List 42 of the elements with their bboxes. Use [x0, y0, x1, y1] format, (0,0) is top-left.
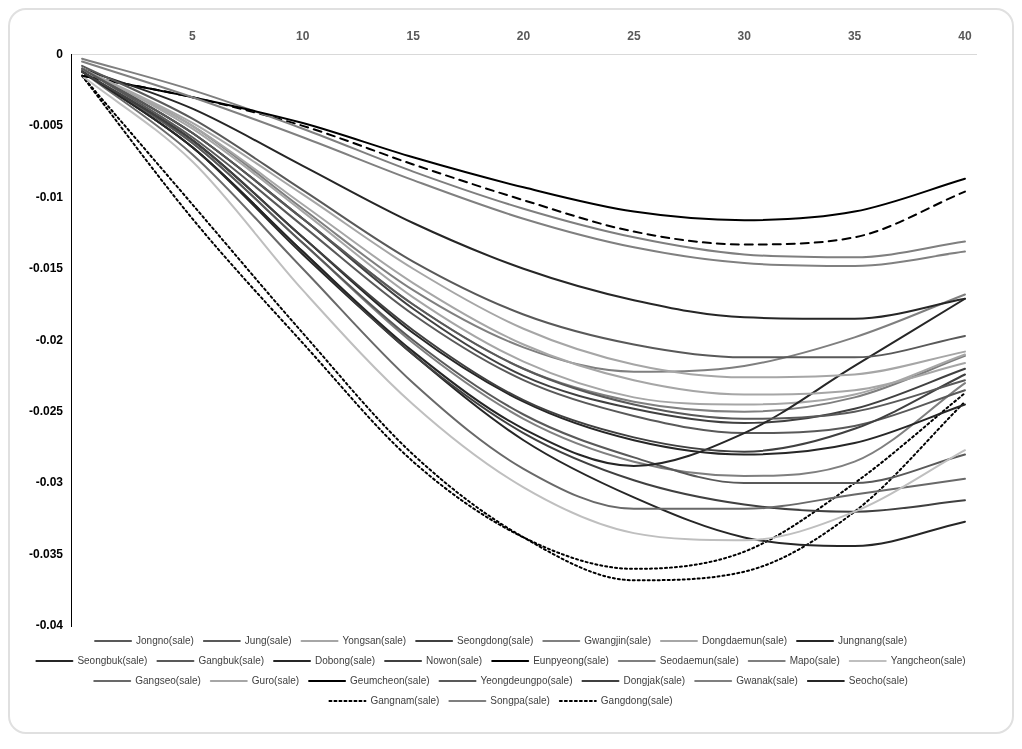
legend-label: Dongjak(sale)	[623, 674, 686, 686]
legend-label: Nowon(sale)	[426, 654, 483, 666]
legend-label: Gwanak(sale)	[736, 674, 798, 686]
x-tick-label: 20	[516, 28, 531, 43]
legend-label: Dobong(sale)	[315, 654, 376, 666]
legend-label: Gangseo(sale)	[135, 674, 201, 686]
y-tick-label: -0.025	[28, 403, 64, 418]
y-tick-label: -0.005	[28, 118, 64, 133]
x-tick-label: 5	[189, 28, 197, 43]
legend-label: Seodaemun(sale)	[659, 654, 739, 666]
legend-label: Gangbuk(sale)	[198, 654, 265, 666]
legend-label: Yangcheon(sale)	[890, 654, 966, 666]
x-tick-label: 35	[847, 28, 862, 43]
x-tick-label: 15	[406, 28, 421, 43]
legend-label: Dongdaemun(sale)	[701, 634, 788, 646]
legend-label: Jung(sale)	[244, 634, 292, 646]
legend-label: Guro(sale)	[251, 674, 300, 686]
legend-label: Jungnang(sale)	[838, 634, 907, 646]
y-tick-label: -0.02	[35, 332, 64, 347]
legend-label: Geumcheon(sale)	[350, 674, 430, 686]
legend-label: Yongsan(sale)	[342, 634, 407, 646]
x-tick-label: 40	[958, 28, 972, 43]
y-tick-label: -0.01	[35, 189, 64, 204]
legend-label: Songpa(sale)	[490, 694, 550, 706]
x-tick-label: 30	[737, 28, 752, 43]
legend-label: Gangnam(sale)	[370, 694, 440, 706]
legend-label: Seongdong(sale)	[457, 634, 534, 646]
legend-label: Gwangjin(sale)	[584, 634, 651, 646]
legend-label: Eunpyeong(sale)	[533, 654, 609, 666]
y-tick-label: 0	[56, 46, 64, 61]
legend-label: Jongno(sale)	[136, 634, 194, 646]
y-tick-label: -0.03	[35, 475, 64, 490]
y-tick-label: -0.015	[28, 261, 64, 276]
legend-label: Seocho(sale)	[848, 674, 908, 686]
y-tick-label: -0.035	[28, 546, 64, 561]
x-tick-label: 10	[296, 28, 310, 43]
x-tick-label: 25	[627, 28, 641, 43]
legend-label: Mapo(sale)	[789, 654, 840, 666]
legend-label: Yeongdeungpo(sale)	[480, 674, 573, 686]
y-tick-label: -0.04	[35, 618, 64, 633]
legend-label: Seongbuk(sale)	[77, 654, 148, 666]
legend-label: Gangdong(sale)	[600, 694, 673, 706]
